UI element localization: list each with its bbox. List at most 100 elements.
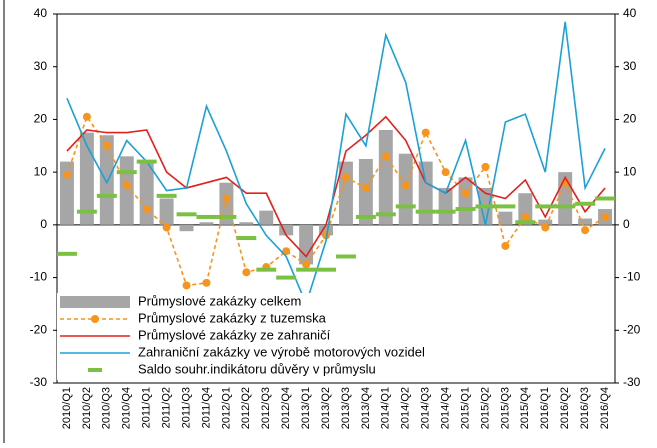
dash (415, 209, 436, 214)
x-tick-label: 2013/Q3 (340, 387, 352, 429)
bar (239, 222, 254, 225)
y-tick-label: -10 (30, 270, 48, 284)
legend-label: Průmyslové zakázky celkem (138, 293, 301, 308)
marker (322, 231, 331, 240)
x-tick-label: 2011/Q3 (180, 387, 192, 428)
dash (575, 201, 596, 206)
marker (302, 260, 311, 269)
y2-tick-label: 30 (623, 59, 637, 73)
x-tick-label: 2014/Q1 (380, 387, 392, 429)
line (66, 21, 606, 307)
y-tick-label: 40 (34, 6, 48, 20)
marker (341, 173, 350, 182)
marker (581, 226, 590, 235)
dash (296, 267, 317, 272)
y2-tick-label: 10 (623, 164, 637, 178)
x-tick-label: 2011/Q1 (141, 387, 153, 428)
x-tick-label: 2013/Q2 (320, 387, 332, 429)
dash (475, 204, 496, 209)
marker (361, 183, 370, 192)
bar (299, 224, 314, 265)
x-tick-label: 2016/Q2 (559, 387, 571, 429)
x-tick-label: 2012/Q2 (240, 387, 252, 429)
marker (421, 128, 430, 137)
marker (182, 281, 191, 290)
x-tick-label: 2013/Q4 (360, 387, 372, 429)
legend-label: Průmyslové zakázky z tuzemska (138, 310, 327, 325)
x-tick-label: 2015/Q2 (479, 387, 491, 429)
bar (418, 161, 433, 225)
dash (455, 207, 476, 212)
x-tick-label: 2010/Q4 (121, 387, 133, 429)
bar (319, 224, 334, 236)
marker (202, 278, 211, 287)
y-tick-label: -20 (30, 322, 48, 336)
x-tick-label: 2016/Q4 (599, 387, 611, 429)
bar (578, 218, 593, 225)
y-tick-label: 20 (34, 112, 48, 126)
bar (179, 224, 194, 232)
dash (216, 214, 237, 219)
y2-tick-label: 20 (623, 112, 637, 126)
bar (259, 210, 274, 225)
legend-swatch (88, 368, 102, 372)
dash (316, 267, 336, 272)
marker (242, 268, 251, 277)
marker (521, 212, 530, 221)
y2-tick-label: 40 (623, 6, 637, 20)
x-tick-label: 2011/Q2 (161, 387, 173, 428)
legend-label: Zahraniční zakázky ve výrobě motorových … (138, 344, 425, 359)
x-tick-label: 2012/Q4 (280, 387, 292, 429)
dash (555, 204, 576, 209)
x-tick-label: 2014/Q2 (400, 387, 412, 429)
x-tick-label: 2015/Q3 (499, 387, 511, 429)
marker (601, 212, 610, 221)
legend-marker (91, 315, 99, 323)
dash (156, 193, 177, 198)
y-tick-label: 10 (34, 164, 48, 178)
x-tick-label: 2016/Q1 (539, 387, 551, 429)
bar (79, 132, 94, 225)
marker (82, 112, 91, 121)
marker (222, 194, 231, 203)
marker (122, 181, 131, 190)
x-tick-label: 2016/Q3 (579, 387, 591, 429)
marker (62, 170, 71, 179)
legend-box (57, 293, 497, 380)
dash (57, 251, 77, 256)
dash (595, 196, 615, 201)
x-tick-label: 2010/Q3 (101, 387, 113, 429)
bar (199, 222, 214, 225)
bar (99, 135, 114, 225)
bar (438, 187, 453, 225)
marker (381, 152, 390, 161)
bar (59, 161, 74, 225)
dash (435, 209, 456, 214)
marker (481, 162, 490, 171)
marker (461, 189, 470, 198)
dash (236, 236, 257, 241)
dash (256, 267, 277, 272)
dash (96, 193, 117, 198)
x-tick-label: 2010/Q1 (61, 387, 73, 429)
dash (176, 212, 197, 217)
dash (395, 204, 416, 209)
legend-label: Průmyslové zakázky ze zahraničí (138, 327, 331, 342)
x-tick-label: 2012/Q3 (260, 387, 272, 429)
dash (276, 275, 297, 280)
x-tick-label: 2012/Q1 (220, 387, 232, 429)
bar (279, 224, 294, 236)
bar (159, 198, 174, 225)
y2-tick-label: -10 (623, 270, 641, 284)
marker (162, 223, 171, 232)
x-tick-label: 2013/Q1 (300, 387, 312, 429)
legend-label: Saldo souhr.indikátoru důvěry v průmyslu (138, 361, 376, 376)
x-tick-label: 2011/Q4 (200, 387, 212, 428)
dash (355, 214, 376, 219)
legend-swatch (60, 296, 130, 308)
line (66, 115, 606, 258)
bar (538, 219, 553, 225)
dash (196, 214, 217, 219)
dash (336, 254, 356, 259)
